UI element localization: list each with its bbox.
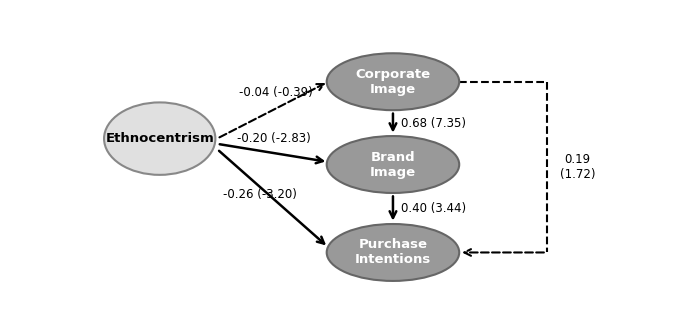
Text: Purchase
Intentions: Purchase Intentions [355,239,431,266]
Text: 0.19
(1.72): 0.19 (1.72) [560,153,596,181]
Ellipse shape [327,136,459,193]
Text: 0.68 (7.35): 0.68 (7.35) [401,117,466,130]
Ellipse shape [327,224,459,281]
Text: -0.20 (-2.83): -0.20 (-2.83) [237,132,311,145]
Text: -0.04 (-0.39): -0.04 (-0.39) [239,86,313,98]
Text: Ethnocentrism: Ethnocentrism [105,132,214,145]
Text: Brand
Image: Brand Image [370,151,416,178]
Text: 0.40 (3.44): 0.40 (3.44) [401,202,466,215]
Ellipse shape [327,53,459,110]
Text: -0.26 (-3.20): -0.26 (-3.20) [224,188,298,201]
Ellipse shape [104,102,215,175]
Text: Corporate
Image: Corporate Image [356,68,430,96]
